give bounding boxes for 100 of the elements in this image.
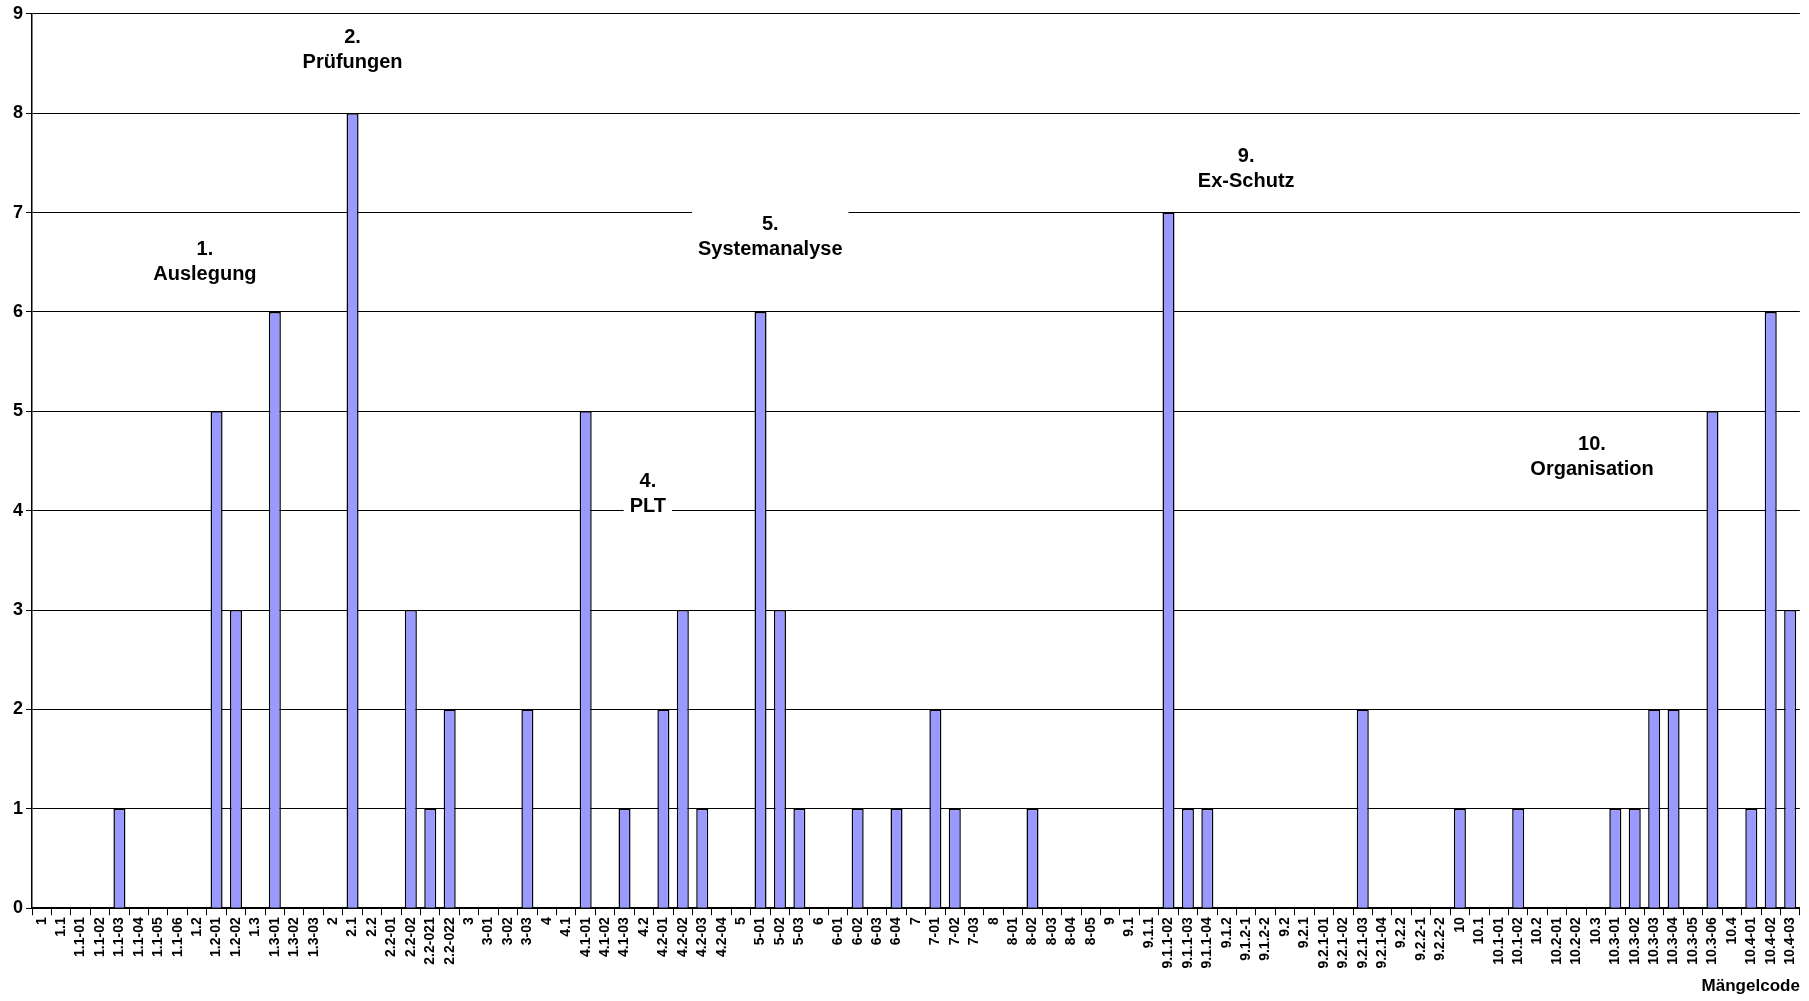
annotation: 10. Organisation [1530, 432, 1654, 480]
x-tick-label: 9.1.2-1 [1237, 917, 1254, 961]
x-tick-label: 1.1-04 [129, 917, 146, 957]
x-tick-label: 9.1 [1120, 917, 1137, 937]
x-tick-label: 1.1-03 [110, 917, 127, 957]
x-tick-label: 3-03 [518, 917, 535, 946]
x-tick-label: 2 [323, 917, 340, 926]
x-tick-label: 9.2 [1275, 917, 1292, 937]
x-tick-label: 6-04 [887, 917, 904, 946]
x-tick-label: 5 [731, 917, 748, 926]
x-tick-label: 10.1 [1470, 917, 1487, 945]
x-tick-label: 9.2.1-03 [1353, 917, 1370, 969]
x-tick-label: 1.1-02 [90, 917, 107, 957]
x-tick-label: 10.4-02 [1761, 917, 1778, 965]
x-tick-label: 3-01 [479, 917, 496, 946]
annotation: 2. Prüfungen [302, 24, 403, 72]
x-tick-label: 9.2.2-1 [1411, 917, 1428, 961]
x-tick-label: 10.4-01 [1742, 917, 1759, 965]
y-tick-label: 1 [13, 797, 24, 818]
x-tick-label: 1.3-03 [304, 917, 321, 957]
x-tick-label: 8-03 [1042, 917, 1059, 946]
x-tick-label: 10.3 [1586, 917, 1603, 945]
y-tick-label: 6 [13, 300, 24, 321]
x-tick-label: 1.2 [188, 917, 204, 937]
x-tick-label: 1.3-01 [265, 917, 282, 957]
x-tick-label: 9.2.1-04 [1373, 917, 1390, 969]
x-tick-label: 9 [1101, 917, 1118, 926]
y-tick-label: 5 [13, 400, 24, 421]
x-tick-label: 10.1-02 [1509, 917, 1526, 965]
x-tick-label: 10.2-02 [1567, 917, 1584, 965]
annotation: 5. Systemanalyse [697, 211, 843, 259]
x-tick-label: 9.1.2 [1217, 917, 1234, 949]
x-tick-label: 4.2-02 [673, 917, 690, 957]
y-tick-label: 9 [13, 2, 24, 23]
x-tick-label: 10.3-02 [1625, 917, 1642, 965]
x-tick-label: 9.2.1-01 [1314, 917, 1331, 969]
x-tick-label: 10.3-04 [1664, 917, 1681, 965]
x-tick-label: 10.4-03 [1781, 917, 1798, 965]
x-axis-title: Mängelcode [1701, 976, 1800, 996]
x-tick-label: 10.2-01 [1547, 917, 1564, 965]
x-tick-label: 4.2-01 [654, 917, 671, 957]
x-tick-label: 10.3-03 [1645, 917, 1662, 965]
x-tick-label: 1.1-06 [168, 917, 185, 957]
x-tick-label: 4.1-02 [595, 917, 612, 957]
x-tick-label: 7-01 [926, 917, 943, 946]
x-tick-label: 5-01 [751, 917, 768, 946]
x-tick-label: 4.1-01 [576, 917, 593, 957]
annotation: 9. Ex-Schutz [1197, 143, 1295, 191]
x-tick-label: 9.2.2-2 [1431, 917, 1448, 961]
x-tick-label: 7-03 [965, 917, 982, 946]
y-tick-label: 4 [13, 499, 24, 520]
x-tick-label: 9.1.1-03 [1178, 917, 1195, 969]
x-tick-label: 2.2-021 [421, 917, 438, 965]
x-tick-label: 1.2-01 [207, 917, 224, 957]
x-tick-label: 10.1-01 [1489, 917, 1506, 965]
x-tick-label: 1.1-01 [71, 917, 88, 957]
x-tick-label: 1.1 [52, 917, 69, 937]
x-tick-label: 10.3-06 [1703, 917, 1720, 965]
x-tick-label: 9.1.2-2 [1256, 917, 1273, 961]
x-tick-label: 1.3 [246, 917, 263, 937]
x-tick-label: 3-02 [498, 917, 515, 946]
x-tick-label: 2.1 [343, 917, 360, 937]
x-tick-label: 4.2-03 [693, 917, 710, 957]
x-tick-label: 7-02 [945, 917, 962, 946]
y-tick-label: 3 [13, 599, 24, 620]
x-tick-label: 9.2.2 [1392, 917, 1409, 949]
x-tick-label: 8-01 [1003, 917, 1020, 946]
x-tick-label: 6-01 [829, 917, 846, 946]
x-tick-label: 8-05 [1081, 917, 1098, 946]
x-tick-label: 9.1.1 [1139, 917, 1156, 949]
x-tick-label: 9.2.1 [1295, 917, 1312, 949]
x-tick-label: 10 [1450, 917, 1467, 933]
x-tick-label: 2.2-022 [440, 917, 457, 965]
x-tick-label: 9.2.1-02 [1334, 917, 1351, 969]
x-tick-label: 6-03 [867, 917, 884, 946]
x-tick-label: 1.1-05 [149, 917, 166, 957]
x-tick-label: 6 [809, 917, 826, 926]
x-tick-label: 8 [984, 917, 1001, 926]
y-tick-label: 7 [13, 201, 24, 222]
x-tick-label: 5-02 [770, 917, 787, 946]
x-tick-label: 4.2-04 [712, 917, 729, 957]
x-tick-label: 10.3-01 [1606, 917, 1623, 965]
annotation: 4. PLT [629, 469, 666, 517]
x-tick-label: 2.2 [362, 917, 379, 937]
x-tick-label: 4.1-03 [615, 917, 632, 957]
x-tick-label: 1 [32, 917, 49, 926]
x-tick-label: 1.3-02 [285, 917, 302, 957]
x-tick-label: 4.2 [634, 917, 651, 937]
x-tick-label: 6-02 [848, 917, 865, 946]
x-tick-label: 2.2-01 [382, 917, 399, 957]
y-tick-label: 0 [13, 897, 24, 918]
y-tick-label: 8 [13, 102, 24, 123]
y-tick-label: 2 [13, 698, 24, 719]
x-tick-label: 8-02 [1023, 917, 1040, 946]
x-tick-label: 9.1.1-02 [1159, 917, 1176, 969]
x-tick-label: 2.2-02 [401, 917, 418, 957]
x-tick-label: 10.2 [1528, 917, 1545, 945]
x-tick-label: 9.1.1-04 [1198, 917, 1215, 969]
x-tick-label: 10.3-05 [1683, 917, 1700, 965]
x-tick-label: 8-04 [1062, 917, 1079, 946]
